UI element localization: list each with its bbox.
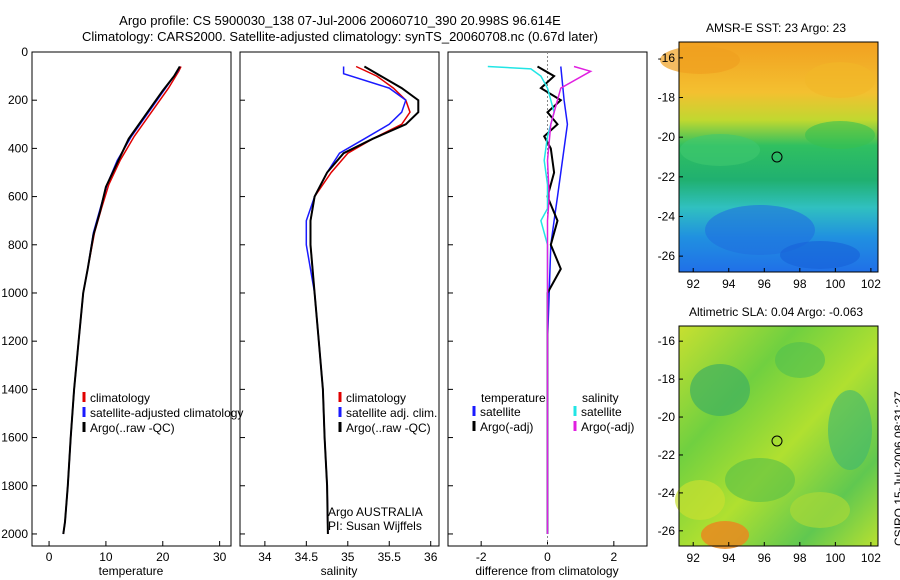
xtick-label: 35 bbox=[341, 550, 355, 564]
legend-label: Argo(..raw -QC) bbox=[346, 421, 431, 435]
xtick-label: 0 bbox=[544, 550, 551, 564]
sst-map bbox=[660, 41, 879, 273]
sla-argo-marker bbox=[771, 435, 783, 447]
map-xtick-label: 100 bbox=[825, 277, 845, 291]
title-line-2: Climatology: CARS2000. Satellite-adjuste… bbox=[82, 29, 598, 44]
series-line bbox=[546, 66, 569, 534]
xtick-label: 2 bbox=[610, 550, 617, 564]
legend-label: satellite-adjusted climatology bbox=[90, 406, 243, 420]
ytick-label: 0 bbox=[21, 45, 28, 59]
ytick-label: 1200 bbox=[1, 334, 28, 348]
map-ytick-label: -26 bbox=[658, 524, 676, 538]
ytick-label: 2000 bbox=[1, 527, 28, 541]
map-xtick-label: 100 bbox=[825, 551, 845, 565]
legend-label: climatology bbox=[346, 391, 406, 405]
map-xtick-label: 96 bbox=[758, 551, 772, 565]
map-xtick-label: 94 bbox=[722, 551, 736, 565]
legend-label: satellite adj. clim. bbox=[346, 406, 437, 420]
map-xtick-label: 92 bbox=[687, 277, 701, 291]
series-line bbox=[546, 65, 593, 534]
side-label: CSIRO 15-Jul-2006 08:31:27 bbox=[892, 391, 900, 546]
sst-map-title: AMSR-E SST: 23 Argo: 23 bbox=[706, 21, 846, 35]
xtick-label: 34 bbox=[258, 550, 272, 564]
map-xtick-label: 102 bbox=[861, 551, 881, 565]
map-ytick-label: -22 bbox=[658, 170, 676, 184]
legend-label: Argo(..raw -QC) bbox=[90, 421, 175, 435]
salinity-annotation-2: PI: Susan Wijffels bbox=[328, 519, 422, 533]
legend-label: Argo(-adj) bbox=[581, 420, 634, 434]
map-xtick-label: 98 bbox=[793, 551, 807, 565]
ytick-label: 400 bbox=[8, 141, 28, 155]
salinity-annotation-1: Argo AUSTRALIA bbox=[328, 505, 423, 519]
ytick-label: 800 bbox=[8, 238, 28, 252]
map-ytick-label: -20 bbox=[658, 130, 676, 144]
xtick-label: -2 bbox=[476, 550, 487, 564]
ytick-label: 200 bbox=[8, 93, 28, 107]
map-ytick-label: -24 bbox=[658, 486, 676, 500]
sst-argo-marker bbox=[771, 151, 783, 163]
map-xtick-label: 102 bbox=[861, 277, 881, 291]
map-ytick-label: -24 bbox=[658, 209, 676, 223]
series-line bbox=[62, 66, 181, 535]
legend-label: satellite bbox=[480, 405, 521, 419]
map-ytick-label: -22 bbox=[658, 448, 676, 462]
series-line bbox=[309, 65, 420, 535]
sla-map bbox=[675, 325, 879, 549]
map-xtick-label: 96 bbox=[758, 277, 772, 291]
series-line bbox=[62, 65, 181, 535]
map-ytick-label: -26 bbox=[658, 249, 676, 263]
ytick-label: 1800 bbox=[1, 479, 28, 493]
temperature-xlabel: temperature bbox=[99, 564, 164, 578]
map-ytick-label: -18 bbox=[658, 372, 676, 386]
ytick-label: 600 bbox=[8, 190, 28, 204]
difference-xlabel: difference from climatology bbox=[475, 564, 618, 578]
salinity-xlabel: salinity bbox=[321, 564, 358, 578]
xtick-label: 0 bbox=[46, 550, 53, 564]
legend-heading-salinity: salinity bbox=[582, 391, 619, 405]
xtick-label: 20 bbox=[156, 550, 170, 564]
title-line-1: Argo profile: CS 5900030_138 07-Jul-2006… bbox=[119, 13, 561, 28]
xtick-label: 34.5 bbox=[295, 550, 319, 564]
map-xtick-label: 92 bbox=[687, 551, 701, 565]
xtick-label: 30 bbox=[213, 550, 227, 564]
map-ytick-label: -16 bbox=[658, 334, 676, 348]
legend-label: climatology bbox=[90, 391, 150, 405]
map-ytick-label: -16 bbox=[658, 51, 676, 65]
legend-heading-temperature: temperature bbox=[481, 391, 546, 405]
salinity-axes bbox=[239, 51, 440, 547]
xtick-label: 35.5 bbox=[378, 550, 402, 564]
legend-label: satellite bbox=[581, 405, 622, 419]
map-xtick-label: 98 bbox=[793, 277, 807, 291]
xtick-label: 10 bbox=[99, 550, 113, 564]
legend-label: Argo(-adj) bbox=[480, 420, 533, 434]
map-ytick-label: -18 bbox=[658, 91, 676, 105]
ytick-label: 1000 bbox=[1, 286, 28, 300]
temperature-axes bbox=[31, 51, 232, 547]
xtick-label: 36 bbox=[424, 550, 438, 564]
map-xtick-label: 94 bbox=[722, 277, 736, 291]
series-line bbox=[305, 66, 407, 535]
ytick-label: 1400 bbox=[1, 382, 28, 396]
map-ytick-label: -20 bbox=[658, 410, 676, 424]
ytick-label: 1600 bbox=[1, 431, 28, 445]
sla-map-title: Altimetric SLA: 0.04 Argo: -0.063 bbox=[689, 305, 863, 319]
series-line bbox=[62, 66, 182, 535]
